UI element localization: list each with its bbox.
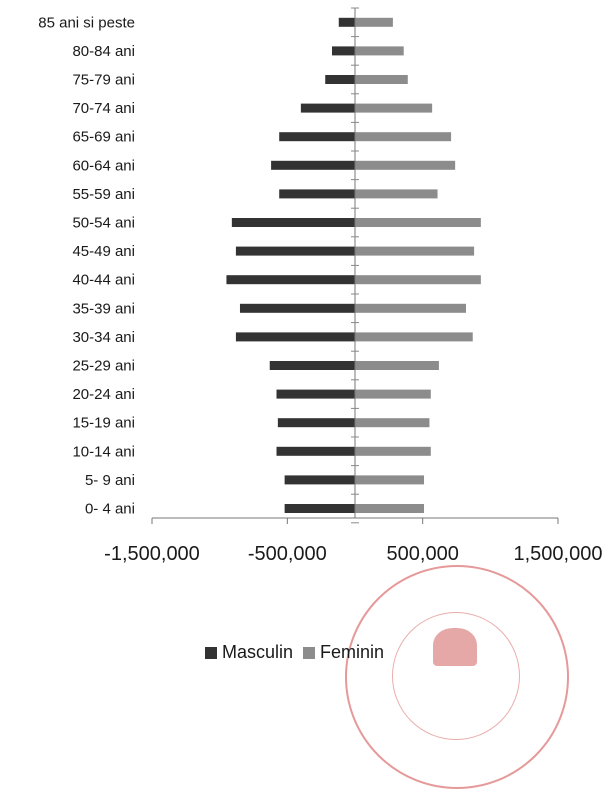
legend-swatch-masculin (205, 646, 217, 659)
bar-masculin-7 (231, 218, 355, 227)
legend: Masculin Feminin (205, 642, 394, 663)
category-label: 15-19 ani (72, 415, 135, 432)
bar-masculin-11 (235, 332, 355, 342)
bar-masculin-13 (276, 389, 355, 399)
bar-masculin-2 (325, 75, 355, 84)
bar-feminin-11 (355, 332, 473, 342)
legend-item-feminin: Feminin (303, 642, 384, 663)
bar-masculin-15 (276, 446, 355, 456)
axes-group (151, 7, 559, 524)
bar-feminin-7 (355, 218, 481, 227)
bar-feminin-14 (355, 418, 430, 428)
category-label: 55-59 ani (72, 186, 135, 203)
bar-masculin-9 (226, 275, 355, 285)
bar-feminin-4 (355, 132, 452, 142)
x-tick-label: 500,000 (387, 543, 459, 565)
bar-masculin-6 (279, 189, 355, 199)
category-label: 10-14 ani (72, 443, 135, 460)
tick-labels-group: -1,500,000 -500,000 500,000 1,500,000 (104, 543, 602, 565)
category-label: 75-79 ani (72, 72, 135, 89)
category-label: 35-39 ani (72, 300, 135, 317)
bar-feminin-16 (355, 475, 425, 485)
bar-feminin-17 (355, 504, 425, 513)
category-label: 65-69 ani (72, 129, 135, 146)
legend-item-masculin: Masculin (205, 642, 293, 663)
bar-feminin-15 (355, 446, 431, 456)
category-label: 25-29 ani (72, 358, 135, 375)
bar-masculin-16 (284, 475, 355, 485)
category-label: 50-54 ani (72, 215, 135, 232)
bar-masculin-14 (277, 418, 355, 428)
category-label: 30-34 ani (72, 329, 135, 346)
bar-masculin-10 (239, 303, 355, 313)
category-label: 5- 9 ani (85, 472, 135, 489)
category-labels-group: 85 ani si peste 80-84 ani 75-79 ani 70-74 a… (38, 14, 135, 517)
category-label: 0- 4 ani (85, 501, 135, 518)
x-tick-label: 1,500,000 (514, 543, 603, 565)
bar-feminin-9 (355, 275, 481, 285)
bar-masculin-8 (235, 246, 355, 256)
bar-feminin-6 (355, 189, 438, 199)
bar-feminin-10 (355, 303, 466, 313)
category-label: 60-64 ani (72, 157, 135, 174)
bar-masculin-17 (284, 504, 355, 513)
bar-masculin-1 (331, 46, 355, 56)
category-label: 70-74 ani (72, 100, 135, 117)
category-label: 45-49 ani (72, 243, 135, 260)
category-label: 20-24 ani (72, 386, 135, 403)
legend-swatch-feminin (303, 646, 316, 659)
population-pyramid-chart: 85 ani si peste 80-84 ani 75-79 ani 70-74 a… (38, 7, 602, 565)
bars-group (226, 17, 481, 513)
bar-masculin-12 (269, 361, 355, 370)
bar-masculin-0 (338, 17, 355, 27)
bar-feminin-13 (355, 389, 431, 399)
bar-feminin-8 (355, 246, 475, 256)
bar-feminin-2 (355, 75, 408, 84)
category-label: 85 ani si peste (38, 14, 135, 31)
bar-feminin-0 (355, 17, 393, 27)
x-tick-label: -500,000 (248, 543, 327, 565)
bar-masculin-3 (300, 103, 355, 113)
category-label: 40-44 ani (72, 272, 135, 289)
bar-feminin-5 (355, 160, 456, 170)
legend-label-feminin: Feminin (320, 642, 385, 662)
category-label: 80-84 ani (72, 43, 135, 60)
bar-feminin-1 (355, 46, 404, 56)
coat-of-arms-icon (433, 628, 477, 666)
bar-masculin-4 (279, 132, 355, 142)
bar-masculin-5 (271, 160, 355, 170)
x-tick-label: -1,500,000 (104, 543, 200, 565)
legend-label-masculin: Masculin (222, 642, 294, 662)
bar-feminin-12 (355, 361, 439, 370)
bar-feminin-3 (355, 103, 433, 113)
